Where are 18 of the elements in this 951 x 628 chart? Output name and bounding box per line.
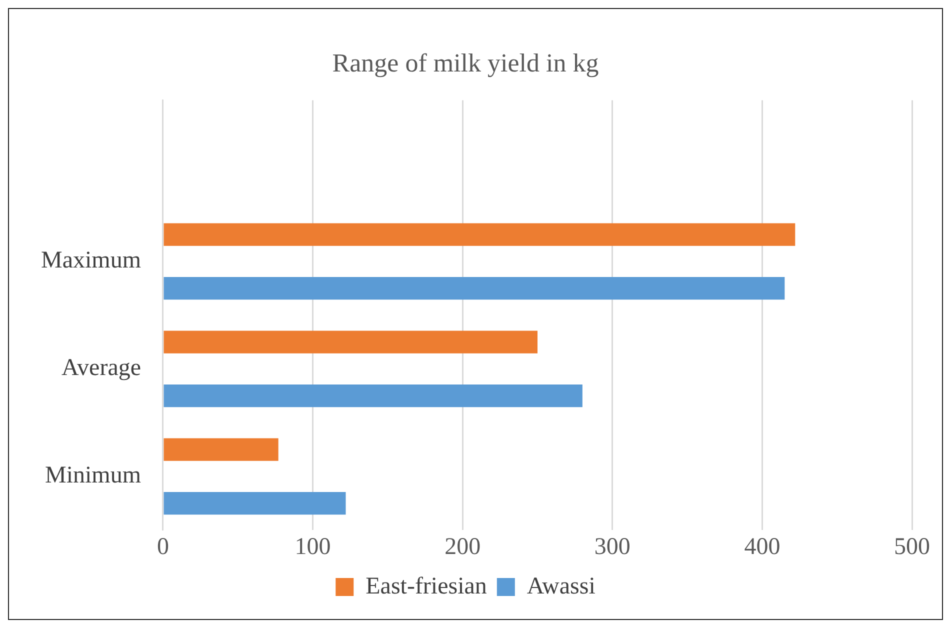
x-tick-label: 0: [156, 534, 169, 560]
bar: [164, 277, 785, 300]
bar: [164, 223, 796, 246]
x-tick-label: 500: [894, 534, 930, 560]
legend-label: Awassi: [526, 573, 596, 600]
y-tick-label: Maximum: [40, 248, 142, 274]
bar: [164, 492, 346, 515]
x-tick-label: 300: [594, 534, 630, 560]
y-tick-label: Average: [61, 355, 141, 382]
bar: [164, 330, 538, 354]
bar: [164, 384, 582, 408]
legend-label: East-friesian: [366, 573, 487, 600]
x-tick-label: 400: [744, 534, 780, 560]
bar: [164, 438, 278, 461]
x-tick-label: 200: [444, 534, 481, 560]
y-tick-label: Minimum: [44, 462, 142, 489]
chart-title: Range of milk yield in kg: [332, 48, 599, 78]
x-tick-label: 100: [294, 534, 331, 560]
